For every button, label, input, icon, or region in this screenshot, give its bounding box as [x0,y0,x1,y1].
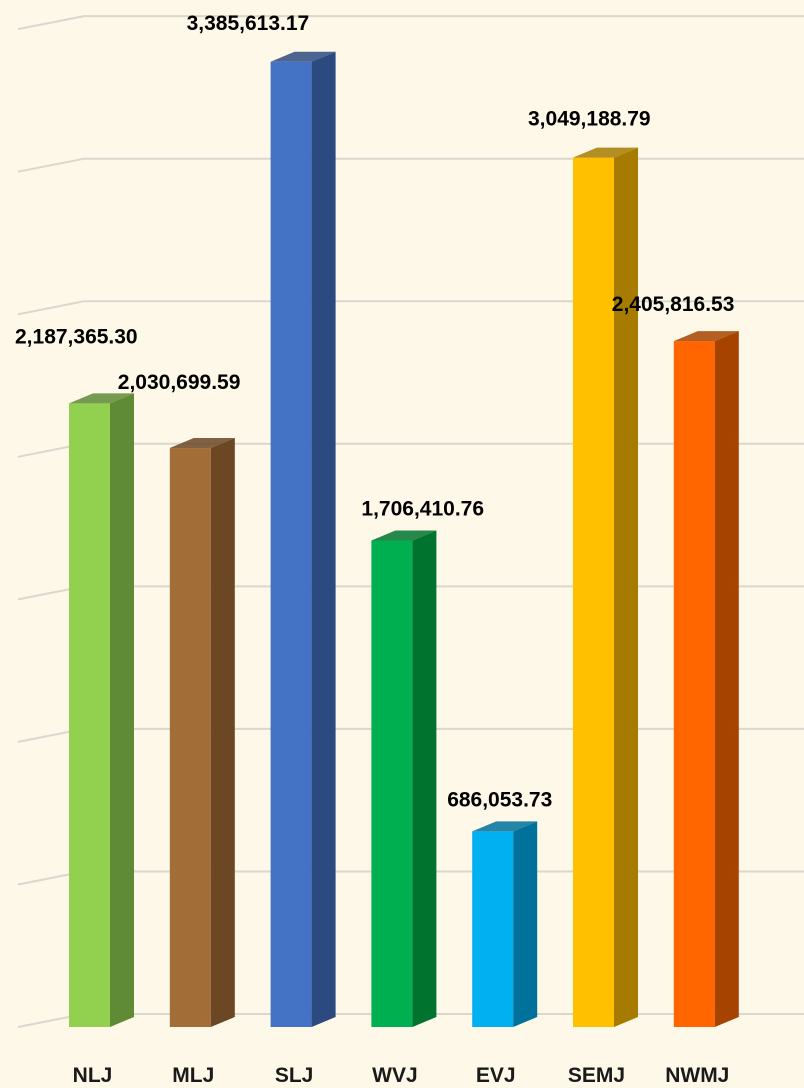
bar-side [210,438,235,1027]
category-labels: NLJ MLJ SLJ WVJ EVJ SEMJ NWMJ [73,1064,730,1087]
category-label: EVJ [476,1064,516,1087]
bar-evj [472,821,538,1027]
bar-top [371,530,437,541]
category-label: SEMJ [568,1064,625,1087]
bar-front [69,403,110,1027]
bar-side [412,530,437,1027]
gridline [17,157,804,173]
bar-semj [573,147,638,1027]
bar-front [169,448,211,1027]
bar-top [69,393,134,404]
bar-side [714,331,739,1028]
bar-top [270,51,336,62]
bar-side [513,821,538,1027]
data-label: 2,030,699.59 [118,371,241,394]
bar-top [169,438,235,449]
bar-front [371,540,413,1027]
data-label: 3,049,188.79 [528,108,651,131]
gridline [17,15,804,31]
bar-front [673,341,715,1028]
bar-nwmj [673,331,739,1028]
data-label: 2,405,816.53 [612,293,735,316]
data-label: 686,053.73 [447,788,552,811]
data-labels: 2,187,365.30 2,030,699.59 3,385,613.17 1,70… [15,12,734,812]
bar-wvj [371,530,437,1027]
bar-side [311,51,336,1028]
category-label: SLJ [275,1064,314,1087]
bar-front [270,61,312,1028]
category-label: NWMJ [665,1064,729,1087]
data-label: 1,706,410.76 [361,498,484,521]
bar-side [110,393,134,1027]
category-label: NLJ [73,1064,113,1087]
bar-top [472,821,538,832]
bars [69,51,739,1028]
bar-side [614,147,638,1027]
bar-mlj [169,438,235,1027]
bar-top [573,147,638,158]
category-label: MLJ [172,1064,214,1087]
bar-top [673,331,739,342]
bar-front [472,831,514,1027]
bar-nlj [69,393,134,1027]
gridline [17,300,804,316]
data-label: 2,187,365.30 [15,325,138,348]
data-label: 3,385,613.17 [187,12,310,35]
category-label: WVJ [372,1064,418,1087]
bar-slj [270,51,336,1028]
bar-front [573,157,614,1027]
